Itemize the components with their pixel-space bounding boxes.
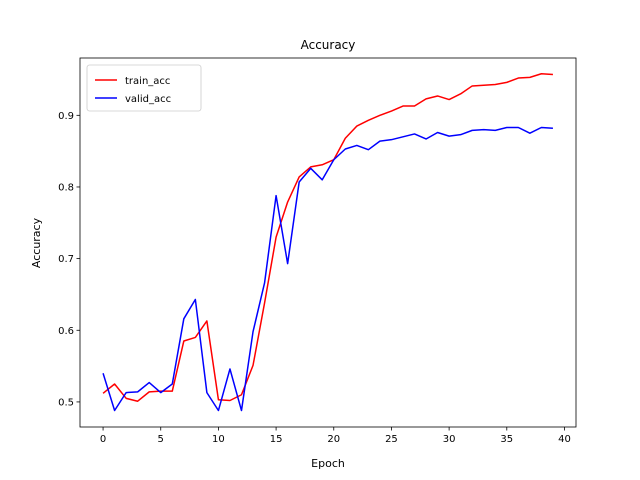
x-tick-label: 5 [158, 434, 164, 445]
x-tick-label: 40 [558, 434, 571, 445]
y-axis-label: Accuracy [30, 217, 43, 268]
x-tick-label: 15 [270, 434, 283, 445]
x-tick-label: 20 [327, 434, 340, 445]
series-line-train_acc [102, 73, 553, 402]
legend-label-valid_acc: valid_acc [125, 94, 171, 105]
axes-frame [79, 57, 577, 428]
y-tick-label: 0.9 [58, 111, 74, 122]
x-tick-label: 0 [100, 434, 106, 445]
legend-box [86, 64, 202, 112]
x-tick-label: 10 [212, 434, 225, 445]
y-tick-label: 0.5 [58, 397, 74, 408]
x-tick-label: 30 [443, 434, 456, 445]
x-axis-label: Epoch [311, 457, 345, 470]
chart-title: Accuracy [301, 38, 356, 52]
y-tick-label: 0.6 [58, 326, 74, 337]
x-tick-label: 35 [500, 434, 513, 445]
plot-area: 0 5 10 15 20 25 30 35 40 0.5 0.6 0.7 0.8 0.9 [58, 57, 577, 445]
series-line-valid_acc [102, 126, 553, 412]
legend: train_acc valid_acc [86, 64, 202, 112]
y-tick-label: 0.7 [58, 254, 74, 265]
y-tick-label: 0.8 [58, 182, 74, 193]
x-tick-label: 25 [385, 434, 398, 445]
legend-label-train_acc: train_acc [125, 76, 170, 87]
